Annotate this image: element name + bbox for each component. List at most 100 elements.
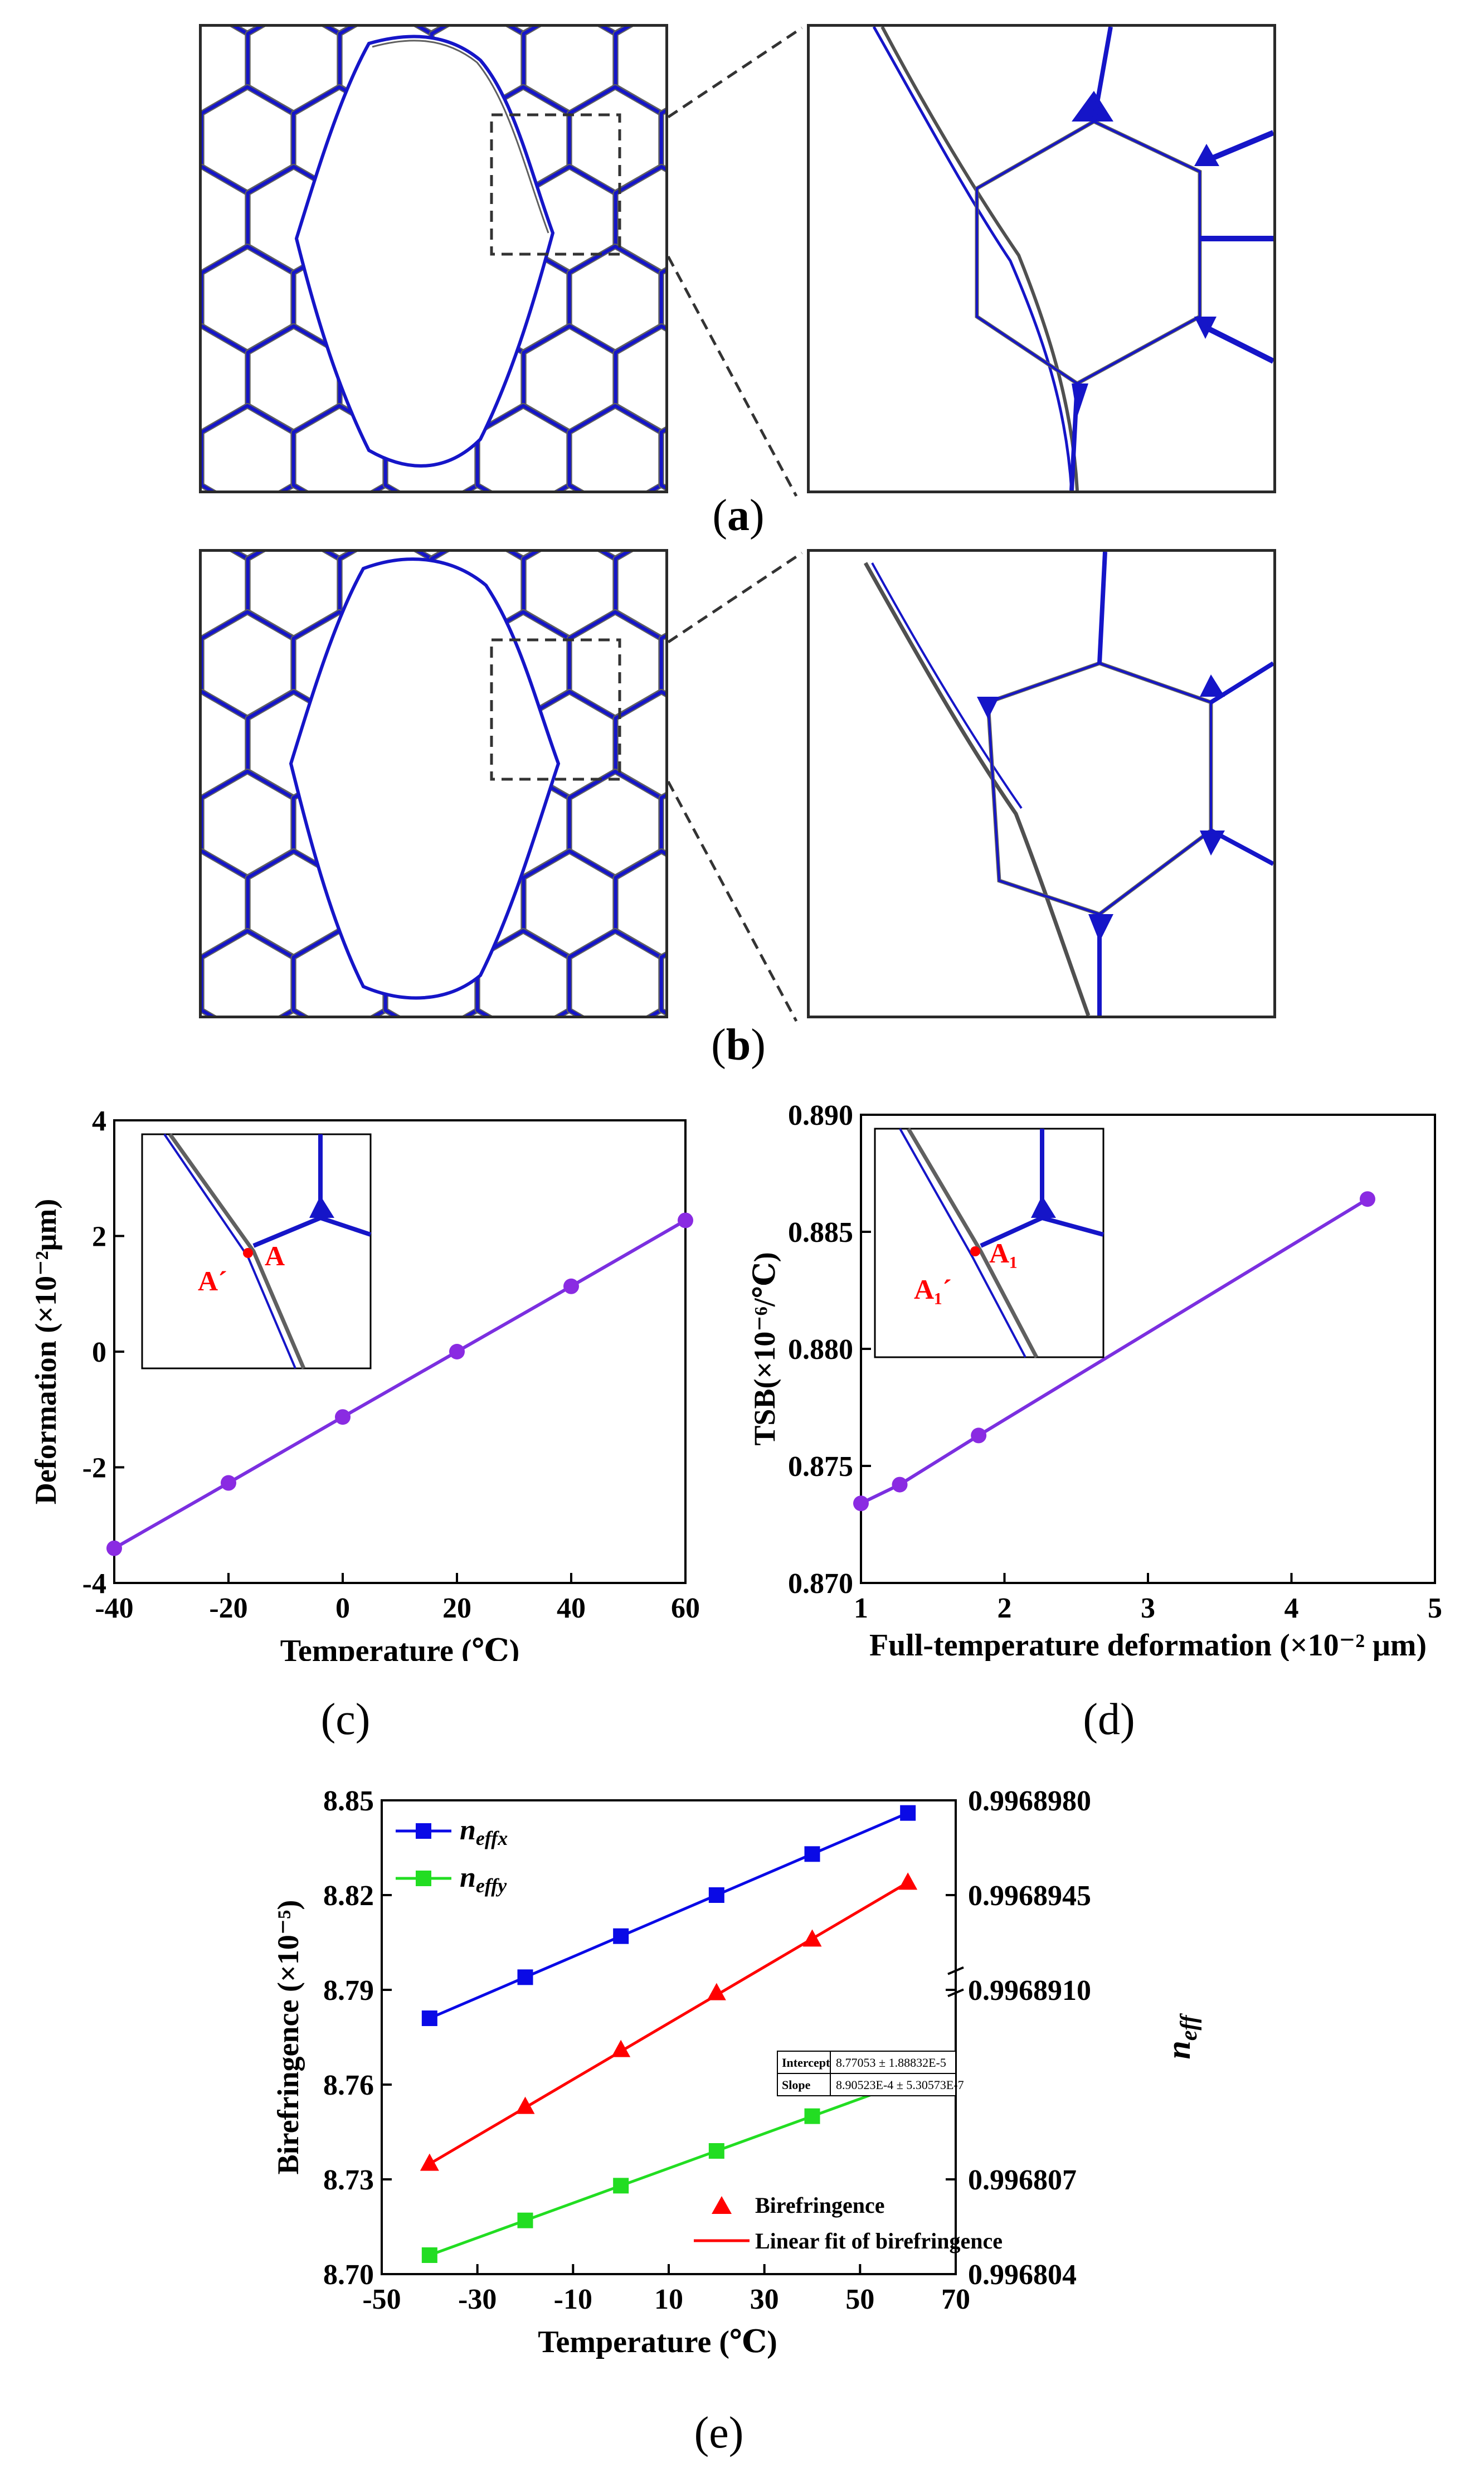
pcf-structure-b: [202, 552, 665, 1016]
deformation-point: [335, 1409, 351, 1425]
legend-neffx-marker: [416, 1823, 431, 1839]
panel-a-zoom: [807, 24, 1276, 493]
birefringence-point: [420, 2153, 439, 2171]
air-hole-wall: [522, 552, 617, 640]
neffx-point: [421, 2010, 437, 2026]
fit-intercept-value: 8.77053 ± 1.88832E-5: [836, 2056, 946, 2070]
c-y-tick-label: -2: [82, 1453, 106, 1484]
inset-gray-wall: [168, 1133, 306, 1369]
e-x-tick-label: -10: [554, 2284, 592, 2315]
air-hole-wall: [612, 848, 665, 960]
e-x-tick-label: 70: [941, 2284, 970, 2315]
zoom-structure-b: [863, 552, 1273, 1016]
neffy-point: [517, 2212, 533, 2228]
e-x-tick-label: -30: [458, 2284, 497, 2315]
panel-b-full-structure: [199, 549, 668, 1018]
tsb-point: [1359, 1191, 1375, 1207]
neffx-point: [517, 1969, 533, 1985]
c-y-axis-label: Deformation (×10⁻²μm): [29, 1199, 62, 1504]
inset-gray-wall: [906, 1128, 1039, 1358]
inset-label-a-prime: A´: [198, 1265, 227, 1296]
chart-e: -50 -30 -10 10 30 50 70 8.70 8.73 8.76 8.79 8.82 8.8…: [271, 1785, 1202, 2359]
air-hole-wall: [612, 689, 665, 800]
legend-fit-label: Linear fit of birefringence: [755, 2228, 1003, 2253]
c-inset-frame: [141, 1133, 372, 1369]
d-x-tick-label: 2: [998, 1592, 1012, 1624]
air-hole-wall: [245, 27, 343, 116]
air-hole-wall: [614, 324, 665, 434]
e-x-axis-label: Temperature (℃): [538, 2325, 777, 2359]
deformation-point: [678, 1212, 693, 1228]
air-hole-wall: [245, 552, 343, 641]
tsb-point: [853, 1495, 869, 1512]
e-x-tick-label: 30: [750, 2284, 779, 2315]
caption-d: (d): [1083, 1695, 1135, 1744]
neffx-point: [804, 1846, 820, 1862]
chart-d: 1 2 3 4 5 0.870 0.875 0.880 0.885 0.890 Full-tempe…: [748, 1100, 1442, 1661]
deformation-point: [563, 1278, 579, 1294]
air-hole-wall: [202, 403, 296, 490]
caption-e: (e): [694, 2408, 744, 2457]
air-hole-wall: [614, 165, 665, 274]
inset-node: [1031, 1196, 1056, 1218]
air-hole-wall: [659, 428, 665, 490]
c-x-tick-label: 40: [557, 1592, 586, 1624]
linear-fit-line: [429, 1881, 909, 2165]
air-hole-wall: [522, 27, 617, 115]
air-hole-wall: [567, 404, 663, 490]
neffx-point: [613, 1928, 629, 1944]
neffx-line: [429, 1811, 909, 2020]
legend-bire-label: Birefringence: [755, 2193, 885, 2218]
legend-neffy-label: neffy: [460, 1862, 507, 1897]
zoom-box-a: [490, 113, 621, 256]
deformation-point: [221, 1475, 236, 1491]
legend-bire-marker: [712, 2196, 732, 2214]
c-x-tick-label: -20: [209, 1592, 247, 1624]
air-hole-wall: [567, 929, 663, 1016]
air-hole-wall: [520, 27, 619, 116]
neffy-point: [804, 2108, 820, 2124]
air-hole-wall: [612, 164, 665, 275]
neffy-point: [708, 2143, 724, 2159]
d-y-axis-label: TSB(×10⁻⁶/℃): [748, 1252, 781, 1445]
c-x-tick-label: -40: [95, 1592, 133, 1624]
point-a1-marker: [970, 1246, 980, 1256]
neffy-point: [613, 2178, 629, 2194]
pcf-structure-a: [202, 27, 665, 490]
zoom-structure-a: [872, 27, 1273, 490]
air-hole-wall: [202, 928, 296, 1016]
air-hole-wall: [661, 27, 665, 33]
point-a-marker: [243, 1248, 253, 1258]
d-y-tick-label: 0.875: [788, 1451, 853, 1483]
e-right-tick-label: 0.9968910: [968, 1975, 1091, 2007]
d-x-tick-label: 1: [854, 1592, 868, 1624]
d-y-tick-label: 0.890: [788, 1100, 853, 1131]
air-hole-wall: [659, 953, 665, 1015]
air-hole-wall: [661, 552, 665, 558]
air-hole-wall: [659, 793, 665, 856]
e-y-tick-label: 8.85: [323, 1785, 374, 1817]
inset-blue-wall: [899, 1128, 1026, 1358]
air-hole-wall: [202, 404, 295, 490]
caption-a: (a): [712, 491, 765, 540]
fit-slope-value: 8.90523E-4 ± 5.30573E-7: [836, 2078, 964, 2092]
e-right-tick-label: 0.9968980: [968, 1785, 1091, 1817]
inset-label-a1: A₁: [989, 1237, 1018, 1269]
air-hole-wall: [566, 928, 664, 1016]
birefringence-point: [898, 1872, 918, 1890]
caption-c: (c): [320, 1695, 371, 1744]
tsb-point: [892, 1477, 908, 1493]
deformation-line: [113, 1218, 687, 1550]
e-x-tick-label: 50: [845, 2284, 874, 2315]
air-hole-wall: [246, 27, 342, 115]
air-hole-wall: [614, 690, 665, 799]
deformation-point: [449, 1344, 465, 1359]
tsb-line: [860, 1197, 1369, 1505]
d-x-tick-label: 4: [1284, 1592, 1299, 1624]
air-hole-wall: [612, 323, 665, 435]
d-x-tick-label: 5: [1428, 1592, 1442, 1624]
air-hole-wall: [661, 27, 665, 33]
e-y-tick-label: 8.70: [323, 2259, 374, 2291]
d-x-tick-label: 3: [1141, 1592, 1155, 1624]
